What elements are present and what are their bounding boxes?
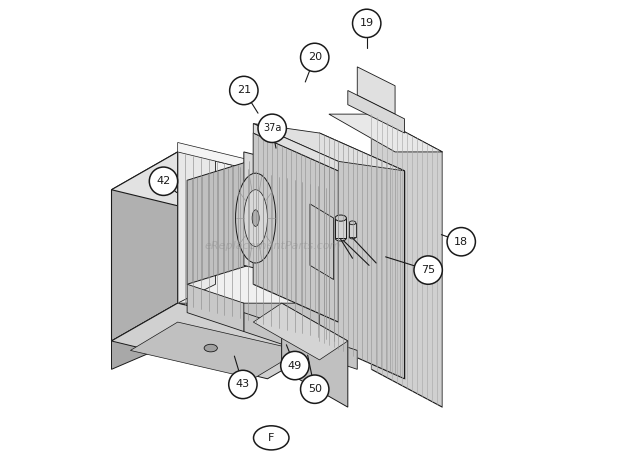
Text: 19: 19 <box>360 18 374 28</box>
Polygon shape <box>319 133 404 379</box>
Text: eReplacementParts.com: eReplacementParts.com <box>204 241 340 251</box>
Ellipse shape <box>244 190 267 246</box>
Text: 21: 21 <box>237 85 251 95</box>
Text: 75: 75 <box>421 265 435 275</box>
Polygon shape <box>130 322 301 379</box>
Polygon shape <box>187 161 249 284</box>
Text: 42: 42 <box>156 176 171 186</box>
Ellipse shape <box>236 173 276 263</box>
Polygon shape <box>178 152 216 303</box>
Polygon shape <box>178 152 334 341</box>
Circle shape <box>149 167 178 195</box>
Polygon shape <box>254 124 404 171</box>
Text: 18: 18 <box>454 237 468 247</box>
Polygon shape <box>371 114 442 407</box>
Text: 49: 49 <box>288 361 302 371</box>
Ellipse shape <box>335 235 347 241</box>
Polygon shape <box>335 218 347 238</box>
Polygon shape <box>178 143 334 190</box>
Polygon shape <box>112 303 178 369</box>
Ellipse shape <box>252 210 259 227</box>
Polygon shape <box>281 303 348 407</box>
Circle shape <box>447 228 476 256</box>
Circle shape <box>229 76 258 105</box>
Ellipse shape <box>204 344 218 352</box>
Circle shape <box>229 370 257 399</box>
Text: 37a: 37a <box>263 123 281 133</box>
Circle shape <box>353 9 381 37</box>
Circle shape <box>414 256 442 284</box>
Polygon shape <box>178 152 334 303</box>
Text: 20: 20 <box>308 53 322 63</box>
Text: F: F <box>268 433 275 443</box>
Ellipse shape <box>254 426 289 450</box>
Text: 43: 43 <box>236 380 250 390</box>
Polygon shape <box>254 133 339 322</box>
Circle shape <box>258 114 286 143</box>
Polygon shape <box>254 303 348 360</box>
Circle shape <box>281 351 309 380</box>
Circle shape <box>301 375 329 403</box>
Ellipse shape <box>349 221 356 225</box>
Polygon shape <box>244 313 357 369</box>
Ellipse shape <box>335 215 347 221</box>
Polygon shape <box>357 67 395 114</box>
Polygon shape <box>112 303 334 379</box>
Polygon shape <box>310 204 334 280</box>
Circle shape <box>301 43 329 72</box>
Polygon shape <box>178 303 334 379</box>
Polygon shape <box>254 124 339 171</box>
Polygon shape <box>244 152 319 284</box>
Text: 50: 50 <box>308 384 322 394</box>
Polygon shape <box>187 284 244 331</box>
Polygon shape <box>112 152 178 341</box>
Polygon shape <box>349 223 356 237</box>
Ellipse shape <box>349 235 356 239</box>
Polygon shape <box>112 152 334 228</box>
Polygon shape <box>329 114 442 152</box>
Polygon shape <box>348 91 404 133</box>
